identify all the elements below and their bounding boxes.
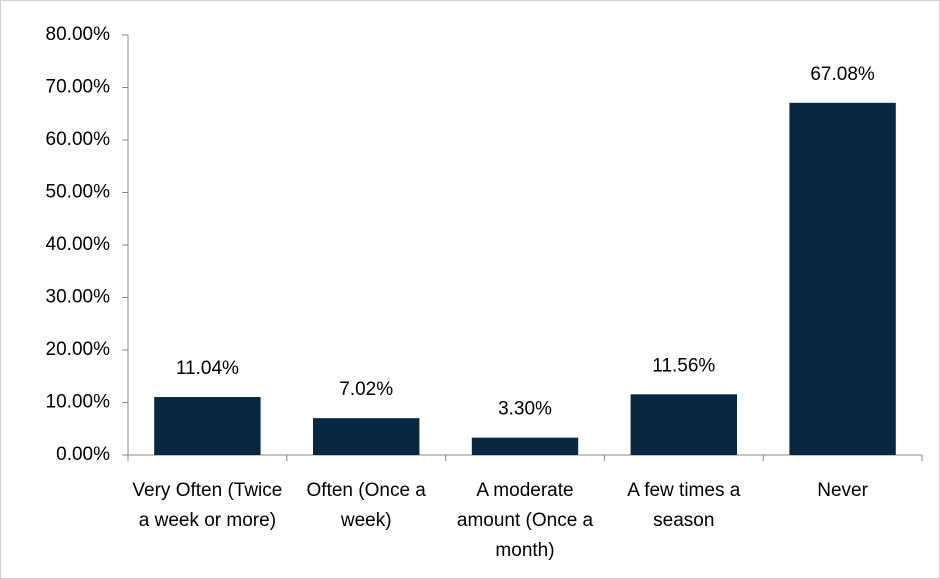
y-tick-label: 10.00% bbox=[46, 392, 111, 413]
data-label: 7.02% bbox=[339, 379, 393, 400]
bar bbox=[630, 394, 737, 455]
x-tick-label: Often (Once a week) bbox=[306, 480, 426, 531]
y-tick-label: 20.00% bbox=[46, 339, 111, 360]
y-tick-label: 30.00% bbox=[46, 287, 111, 308]
data-label: 67.08% bbox=[810, 64, 875, 85]
bar bbox=[789, 102, 896, 455]
y-tick-label: 50.00% bbox=[46, 182, 111, 203]
data-label: 11.04% bbox=[176, 358, 239, 379]
data-label: 3.30% bbox=[498, 399, 552, 420]
data-label: 11.56% bbox=[652, 355, 715, 376]
bar bbox=[313, 418, 420, 455]
y-tick-label: 80.00% bbox=[46, 24, 111, 45]
x-tick-label: Never bbox=[817, 480, 868, 501]
y-tick-label: 0.00% bbox=[56, 444, 110, 465]
y-tick-label: 40.00% bbox=[46, 234, 111, 255]
x-tick-label: Very Often (Twice a week or more) bbox=[132, 480, 283, 531]
y-tick-label: 60.00% bbox=[46, 129, 111, 150]
bar bbox=[154, 397, 261, 455]
bar bbox=[471, 437, 579, 455]
x-tick-label: A moderate amount (Once a month) bbox=[456, 480, 594, 561]
x-tick-label: A few times a season bbox=[627, 480, 741, 531]
y-tick-label: 70.00% bbox=[46, 77, 111, 98]
